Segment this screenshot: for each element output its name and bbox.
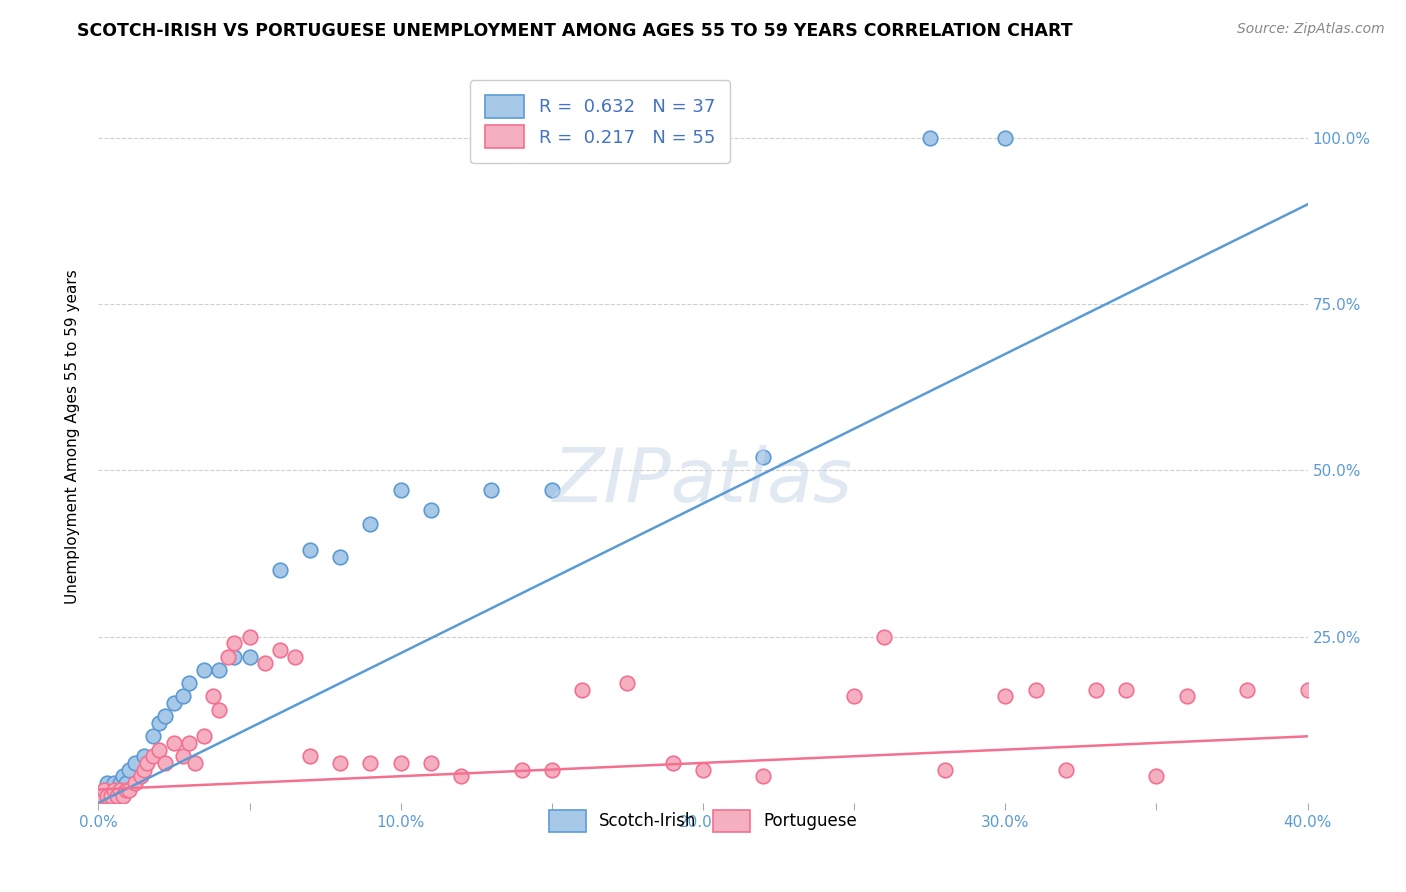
Point [179,676,201,690]
Point [103,776,125,790]
Point [193,729,215,743]
Point [389,483,412,498]
Point [202,690,225,704]
Point [105,789,128,804]
Point [114,776,136,790]
Point [239,630,262,644]
Point [90,789,112,804]
Point [239,649,262,664]
Point [111,769,134,783]
Point [329,756,352,770]
Point [163,696,186,710]
Point [1024,682,1046,697]
Point [692,131,714,145]
Point [1296,682,1319,697]
Point [90,789,112,804]
Point [253,656,276,670]
Legend: Scotch-Irish, Portuguese: Scotch-Irish, Portuguese [543,804,863,838]
Point [224,636,246,650]
Point [118,782,141,797]
Point [420,503,443,517]
Text: SCOTCH-IRISH VS PORTUGUESE UNEMPLOYMENT AMONG AGES 55 TO 59 YEARS CORRELATION CH: SCOTCH-IRISH VS PORTUGUESE UNEMPLOYMENT … [77,22,1073,40]
Point [284,649,307,664]
Point [873,630,896,644]
Text: Source: ZipAtlas.com: Source: ZipAtlas.com [1237,22,1385,37]
Point [163,736,186,750]
Point [752,769,775,783]
Point [420,756,443,770]
Point [217,649,239,664]
Point [1054,763,1077,777]
Point [124,776,146,790]
Point [1115,682,1137,697]
Point [208,663,231,677]
Point [269,643,291,657]
Point [142,729,165,743]
Point [93,789,115,804]
Point [142,749,165,764]
Point [108,782,131,797]
Point [616,131,638,145]
Point [360,516,382,531]
Point [844,690,866,704]
Point [184,756,207,770]
Point [269,563,291,577]
Point [329,549,352,564]
Point [1175,690,1198,704]
Point [389,756,412,770]
Text: ZIPatlas: ZIPatlas [553,445,853,517]
Y-axis label: Unemployment Among Ages 55 to 59 years: Unemployment Among Ages 55 to 59 years [65,269,80,605]
Point [179,736,201,750]
Point [540,763,562,777]
Point [132,749,155,764]
Point [96,789,118,804]
Point [616,676,638,690]
Point [103,782,125,797]
Point [114,782,136,797]
Point [105,782,128,797]
Point [100,789,122,804]
Point [103,789,125,804]
Point [752,450,775,464]
Point [96,782,118,797]
Point [135,756,157,770]
Point [360,756,382,770]
Point [193,663,215,677]
Point [148,742,170,756]
Point [481,483,503,498]
Point [661,756,683,770]
Point [132,763,155,777]
Point [1085,682,1108,697]
Point [148,716,170,731]
Point [93,782,115,797]
Point [153,756,176,770]
Point [172,749,194,764]
Point [96,776,118,790]
Point [1144,769,1167,783]
Point [124,756,146,770]
Point [994,131,1017,145]
Point [129,769,152,783]
Point [299,543,322,558]
Point [994,690,1017,704]
Point [153,709,176,723]
Point [1236,682,1258,697]
Point [692,763,714,777]
Point [918,131,941,145]
Point [100,782,122,797]
Point [208,703,231,717]
Point [571,682,593,697]
Point [172,690,194,704]
Point [299,749,322,764]
Point [224,649,246,664]
Point [108,776,131,790]
Point [934,763,956,777]
Point [118,763,141,777]
Point [510,763,533,777]
Point [450,769,472,783]
Point [540,483,562,498]
Point [111,789,134,804]
